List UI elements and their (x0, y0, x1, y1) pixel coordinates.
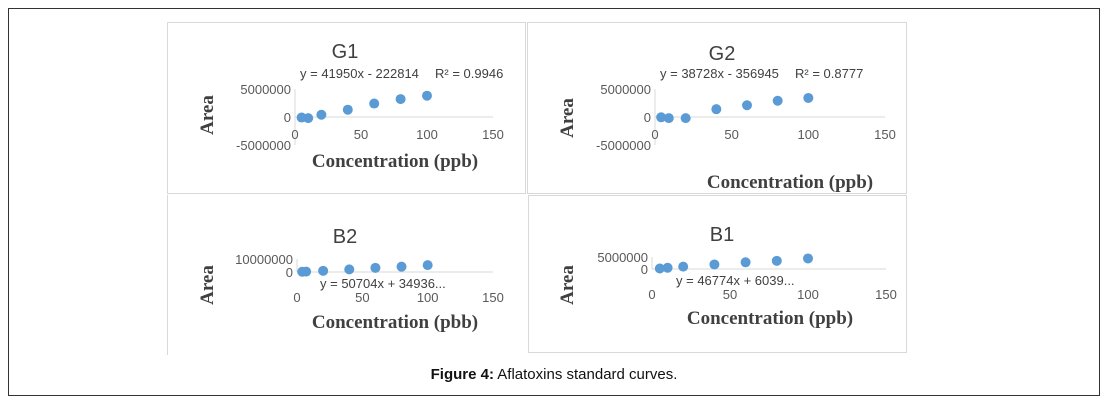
y-axis-label: Area (557, 98, 578, 138)
data-point (709, 259, 720, 270)
data-point (803, 253, 813, 264)
trendline-equation: y = 41950x - 222814 (300, 66, 419, 81)
y-tick-label: 5000000 (597, 250, 648, 265)
x-tick-label: 0 (291, 127, 298, 142)
data-point (303, 113, 314, 124)
y-axis-label: Area (197, 95, 218, 135)
y-tick-label: 0 (286, 265, 293, 280)
x-axis-label: Concentration (ppb) (312, 151, 478, 172)
data-point (680, 113, 691, 124)
panel-b2 (167, 195, 528, 355)
data-point (342, 104, 353, 115)
r-squared-label: R² = 0.8777 (795, 66, 863, 81)
data-point (662, 262, 673, 273)
data-point (678, 261, 689, 272)
y-tick-label: 5000000 (600, 82, 651, 97)
x-tick-label: 100 (797, 287, 819, 302)
data-point (656, 112, 667, 123)
x-tick-label: 0 (651, 127, 658, 142)
chart-title: B1 (710, 224, 734, 246)
data-point (422, 90, 432, 101)
x-axis-label: Concentration (ppb) (687, 308, 853, 329)
y-tick-label: -5000000 (596, 138, 651, 153)
x-tick-label: 150 (874, 127, 896, 142)
data-point (740, 257, 751, 268)
chart-title: B2 (333, 226, 357, 248)
trendline-equation: y = 38728x - 356945 (660, 66, 779, 81)
figure-frame (8, 8, 1100, 396)
data-point (344, 264, 355, 275)
x-tick-label: 50 (723, 287, 737, 302)
x-tick-label: 100 (417, 290, 439, 305)
figure-caption: Figure 4: Aflatoxins standard curves. (0, 366, 1108, 383)
x-tick-label: 0 (648, 287, 655, 302)
x-tick-label: 150 (482, 290, 504, 305)
y-tick-label: 10000000 (235, 252, 293, 267)
x-tick-label: 150 (875, 287, 897, 302)
x-tick-label: 100 (416, 127, 438, 142)
panel-b1 (528, 195, 907, 353)
y-tick-label: 0 (644, 110, 651, 125)
data-point (318, 265, 329, 276)
data-point (422, 260, 433, 271)
data-point (803, 92, 814, 103)
y-tick-label: 0 (284, 110, 291, 125)
trendline-equation: y = 50704x + 34936... (320, 276, 446, 291)
panel-g1 (167, 22, 526, 194)
chart-title: G2 (709, 43, 736, 65)
x-axis-label: Concentration (ppb) (707, 172, 873, 193)
y-axis-label: Area (197, 265, 218, 305)
y-axis-label: Area (557, 265, 578, 305)
data-point (396, 261, 407, 272)
chart-title: G1 (332, 41, 359, 63)
r-squared-label: R² = 0.9946 (435, 66, 503, 81)
x-tick-label: 50 (354, 127, 368, 142)
x-tick-label: 0 (293, 290, 300, 305)
data-point (395, 94, 406, 105)
caption-label: Figure 4: (430, 366, 494, 383)
x-axis-label: Concentration (pbb) (312, 312, 478, 333)
data-point (771, 255, 782, 266)
data-point (711, 104, 722, 115)
y-tick-label: 0 (641, 262, 648, 277)
trendline-equation: y = 46774x + 6039... (676, 273, 795, 288)
data-point (742, 100, 752, 111)
data-point (370, 262, 381, 273)
data-point (301, 266, 312, 277)
data-point (654, 263, 665, 274)
x-tick-label: 100 (797, 127, 819, 142)
y-tick-label: 5000000 (240, 82, 291, 97)
y-tick-label: -5000000 (236, 138, 291, 153)
x-tick-label: 50 (724, 127, 738, 142)
data-point (316, 109, 327, 120)
caption-text: Aflatoxins standard curves. (497, 366, 678, 383)
x-tick-label: 150 (482, 127, 504, 142)
data-point (772, 95, 783, 106)
data-point (663, 113, 674, 124)
x-tick-label: 50 (355, 290, 369, 305)
data-point (369, 98, 380, 109)
